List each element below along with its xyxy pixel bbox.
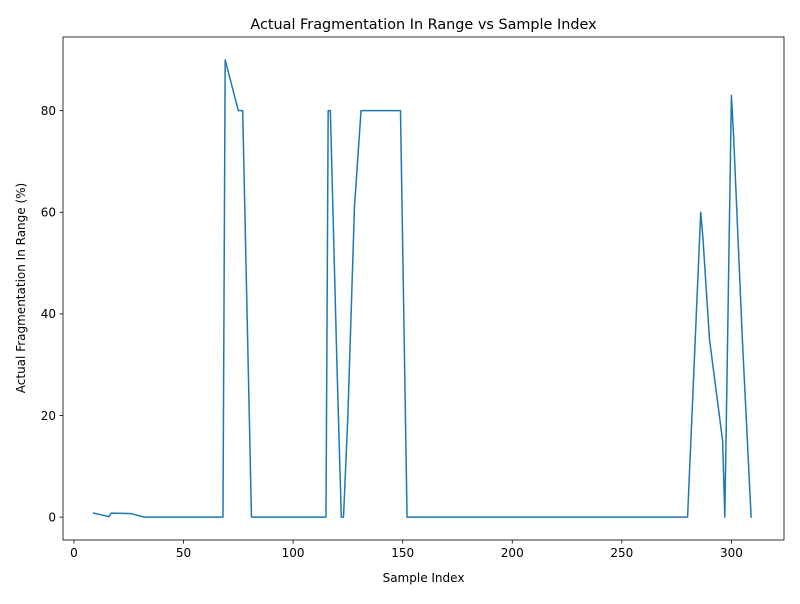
x-tick-label-0: 0: [70, 546, 78, 560]
y-tick-label-80: 80: [41, 104, 56, 118]
y-tick-label-60: 60: [41, 206, 56, 220]
y-tick-label-40: 40: [41, 307, 56, 321]
y-tick-label-0: 0: [48, 510, 56, 524]
plot-area: 0 50 100 150 200 250 300 0 20 40 60 80: [41, 36, 785, 560]
y-tick-label-20: 20: [41, 409, 56, 423]
x-tick-label-150: 150: [391, 546, 414, 560]
x-tick-label-250: 250: [610, 546, 633, 560]
y-axis-label: Actual Fragmentation In Range (%): [14, 183, 28, 393]
axes-frame: [62, 36, 785, 541]
x-tick-label-200: 200: [501, 546, 524, 560]
chart-title: Actual Fragmentation In Range vs Sample …: [250, 17, 597, 33]
series-line-0: [92, 59, 752, 518]
x-tick-label-50: 50: [176, 546, 191, 560]
x-tick-label-100: 100: [282, 546, 305, 560]
x-tick-label-300: 300: [720, 546, 743, 560]
x-axis-label: Sample Index: [383, 571, 465, 585]
